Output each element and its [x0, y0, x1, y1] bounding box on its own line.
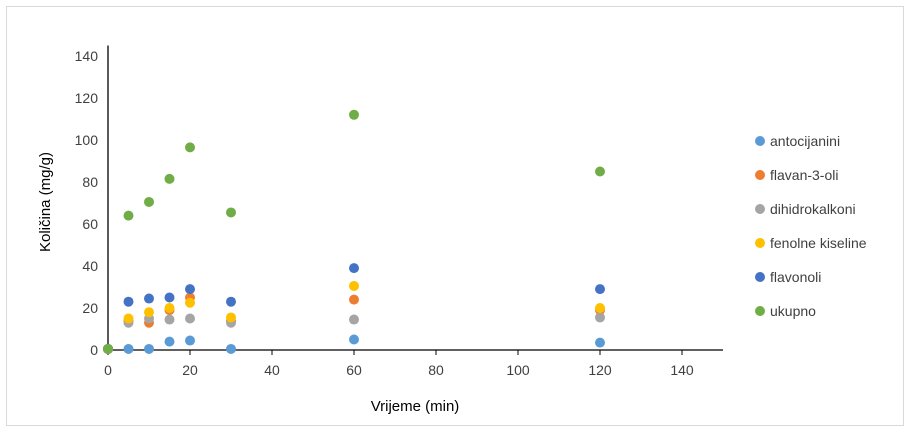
y-tick-label: 20 [82, 300, 98, 316]
chart-frame [6, 6, 904, 426]
legend-label-fenolne-kiseline: fenolne kiseline [770, 235, 867, 251]
data-point-dihidrokalkoni [164, 314, 175, 325]
data-point-ukupno [123, 210, 134, 221]
data-point-ukupno [349, 109, 359, 120]
data-point-dihidrokalkoni [349, 314, 359, 325]
data-point-antocijanini [123, 343, 134, 354]
legend-marker-fenolne-kiseline [755, 238, 765, 248]
x-axis-title: Vrijeme (min) [371, 398, 460, 415]
data-point-fenolne-kiseline [349, 280, 359, 291]
x-tick-label: 40 [264, 362, 280, 378]
y-tick-label: 80 [82, 174, 98, 190]
legend-marker-flavonoli [755, 272, 765, 282]
data-point-flavonoli [595, 284, 605, 295]
data-point-antocijanini [185, 335, 195, 346]
data-point-flavan-3-oli [349, 294, 359, 305]
data-point-fenolne-kiseline [185, 297, 195, 308]
x-tick-label: 20 [182, 362, 198, 378]
data-point-antocijanini [144, 343, 154, 354]
data-point-antocijanini [595, 337, 605, 348]
data-point-antocijanini [164, 336, 175, 347]
data-point-fenolne-kiseline [226, 312, 236, 323]
y-axis-title: Količina (mg/g) [37, 152, 54, 252]
legend-label-flavan-3-oli: flavan-3-oli [770, 167, 838, 183]
data-point-ukupno [164, 173, 175, 184]
data-point-flavonoli [164, 292, 175, 303]
y-tick-label: 100 [75, 132, 99, 148]
data-point-flavonoli [226, 296, 236, 307]
x-tick-label: 100 [506, 362, 530, 378]
legend-marker-flavan-3-oli [755, 170, 765, 180]
legend: antocijanini flavan-3-oli dihidrokalkoni fe… [755, 133, 867, 319]
data-point-flavonoli [185, 284, 195, 295]
data-point-fenolne-kiseline [595, 303, 605, 313]
data-point-flavonoli [349, 263, 359, 274]
legend-marker-antocijanini [755, 136, 765, 146]
data-point-dihidrokalkoni [595, 312, 605, 323]
y-tick-label: 0 [90, 342, 98, 358]
data-point-dihidrokalkoni [185, 313, 195, 324]
x-tick-label: 140 [670, 362, 694, 378]
x-axis-ticks: 0 20 40 60 80 100 120 140 [104, 350, 694, 378]
legend-label-dihidrokalkoni: dihidrokalkoni [770, 201, 856, 217]
data-point-fenolne-kiseline [164, 303, 175, 313]
legend-marker-ukupno [755, 306, 765, 316]
data-point-ukupno [595, 166, 605, 177]
x-tick-label: 120 [588, 362, 612, 378]
y-tick-label: 140 [75, 48, 99, 64]
x-tick-label: 60 [346, 362, 362, 378]
x-tick-label: 0 [104, 362, 112, 378]
data-point-ukupno [103, 343, 113, 354]
x-tick-label: 80 [428, 362, 444, 378]
legend-label-antocijanini: antocijanini [770, 133, 840, 149]
y-tick-label: 60 [82, 216, 98, 232]
data-point-ukupno [226, 207, 236, 218]
data-point-fenolne-kiseline [144, 307, 154, 318]
data-point-ukupno [144, 196, 154, 207]
y-tick-label: 120 [75, 90, 99, 106]
data-points [103, 109, 605, 354]
y-tick-label: 40 [82, 258, 98, 274]
data-point-flavonoli [123, 296, 134, 307]
data-point-ukupno [185, 142, 195, 153]
data-point-antocijanini [349, 334, 359, 345]
legend-label-flavonoli: flavonoli [770, 269, 821, 285]
y-axis-ticks: 0 20 40 60 80 100 120 140 [75, 48, 99, 358]
data-point-flavonoli [144, 293, 154, 304]
legend-label-ukupno: ukupno [770, 303, 816, 319]
data-point-antocijanini [226, 343, 236, 354]
data-point-fenolne-kiseline [123, 313, 134, 324]
legend-marker-dihidrokalkoni [755, 204, 765, 214]
